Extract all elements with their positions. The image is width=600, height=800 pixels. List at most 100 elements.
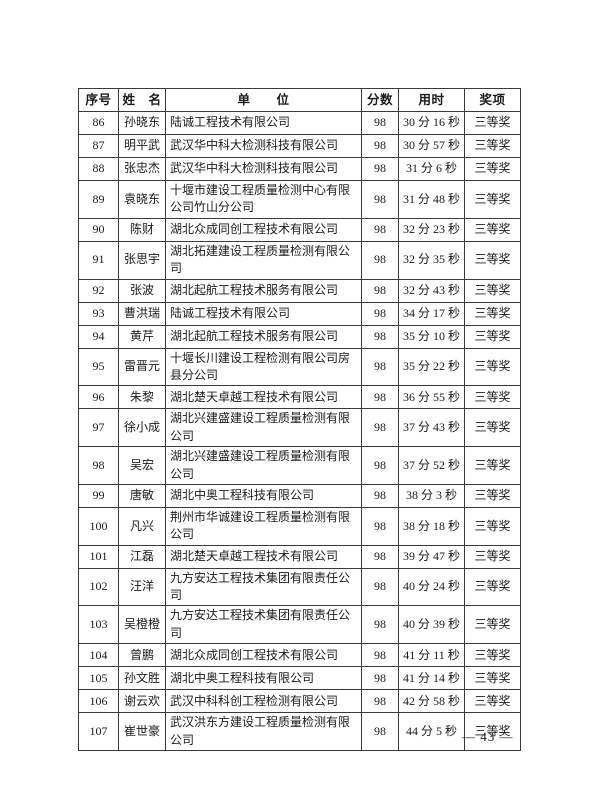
cell-score: 98 bbox=[361, 666, 399, 691]
cell-name: 黄芹 bbox=[118, 324, 166, 349]
cell-sequence-number: 106 bbox=[78, 689, 119, 714]
cell-sequence-number: 98 bbox=[78, 446, 119, 485]
cell-sequence-number: 92 bbox=[78, 278, 119, 303]
cell-name: 明平武 bbox=[118, 134, 166, 158]
cell-score: 98 bbox=[361, 643, 399, 668]
cell-organization: 湖北中奥工程科技有限公司 bbox=[165, 666, 362, 691]
cell-organization: 九方安达工程技术集团有限责任公司 bbox=[165, 605, 362, 645]
cell-sequence-number: 107 bbox=[78, 712, 119, 752]
cell-award: 三等奖 bbox=[464, 217, 521, 242]
cell-sequence-number: 100 bbox=[78, 506, 119, 546]
cell-organization: 十堰市建设工程质量检测中心有限公司竹山分公司 bbox=[165, 180, 362, 219]
cell-sequence-number: 95 bbox=[78, 347, 119, 387]
table-row: 97 徐小成 湖北兴建盛建设工程质量检测有限公司 98 37 分 43 秒 三等… bbox=[78, 408, 521, 448]
table-row: 94 黄芹 湖北起航工程技术服务有限公司 98 35 分 10 秒 三等奖 bbox=[78, 324, 521, 349]
cell-organization: 湖北起航工程技术服务有限公司 bbox=[165, 278, 362, 303]
cell-score: 98 bbox=[361, 301, 399, 326]
cell-time-used: 32 分 35 秒 bbox=[398, 240, 465, 280]
cell-name: 朱黎 bbox=[118, 385, 166, 410]
table-row: 99 唐敏 湖北中奥工程科技有限公司 98 38 分 3 秒 三等奖 bbox=[78, 483, 521, 508]
cell-score: 98 bbox=[361, 605, 399, 645]
cell-award: 三等奖 bbox=[464, 240, 521, 280]
cell-time-used: 34 分 17 秒 bbox=[398, 301, 465, 326]
header-no: 序号 bbox=[78, 88, 119, 112]
cell-score: 98 bbox=[361, 385, 399, 410]
cell-time-used: 31 分 48 秒 bbox=[398, 180, 465, 219]
cell-name: 崔世豪 bbox=[118, 712, 166, 752]
cell-time-used: 37 分 52 秒 bbox=[398, 446, 465, 485]
header-name: 姓 名 bbox=[118, 88, 166, 112]
cell-sequence-number: 86 bbox=[78, 111, 119, 135]
cell-sequence-number: 96 bbox=[78, 385, 119, 410]
table-row: 92 张波 湖北起航工程技术服务有限公司 98 32 分 43 秒 三等奖 bbox=[78, 278, 521, 303]
cell-organization: 湖北中奥工程科技有限公司 bbox=[165, 483, 362, 508]
cell-score: 98 bbox=[361, 567, 399, 607]
cell-score: 98 bbox=[361, 689, 399, 714]
cell-name: 江磊 bbox=[118, 544, 166, 569]
cell-organization: 武汉华中科大检测科技有限公司 bbox=[165, 134, 362, 158]
cell-name: 袁晓东 bbox=[118, 180, 166, 219]
cell-sequence-number: 88 bbox=[78, 157, 119, 181]
cell-name: 徐小成 bbox=[118, 408, 166, 448]
cell-award: 三等奖 bbox=[464, 483, 521, 508]
cell-name: 谢云欢 bbox=[118, 689, 166, 714]
cell-award: 三等奖 bbox=[464, 408, 521, 448]
cell-time-used: 30 分 16 秒 bbox=[398, 111, 465, 135]
cell-award: 三等奖 bbox=[464, 643, 521, 668]
cell-organization: 湖北众成同创工程技术有限公司 bbox=[165, 643, 362, 668]
table-row: 105 孙文胜 湖北中奥工程科技有限公司 98 41 分 14 秒 三等奖 bbox=[78, 666, 521, 691]
results-table: 序号 姓 名 单 位 分数 用时 奖项 86 孙晓东 陆诚工程技术有限公司 98… bbox=[78, 88, 521, 752]
cell-score: 98 bbox=[361, 408, 399, 448]
cell-name: 凡兴 bbox=[118, 506, 166, 546]
cell-award: 三等奖 bbox=[464, 567, 521, 607]
table-row: 100 凡兴 荆州市华诚建设工程质量检测有限公司 98 38 分 18 秒 三等… bbox=[78, 506, 521, 546]
cell-organization: 九方安达工程技术集团有限责任公司 bbox=[165, 567, 362, 607]
cell-sequence-number: 94 bbox=[78, 324, 119, 349]
cell-award: 三等奖 bbox=[464, 157, 521, 181]
cell-time-used: 36 分 55 秒 bbox=[398, 385, 465, 410]
cell-name: 吴宏 bbox=[118, 446, 166, 485]
cell-name: 雷晋元 bbox=[118, 347, 166, 387]
cell-sequence-number: 102 bbox=[78, 567, 119, 607]
cell-sequence-number: 87 bbox=[78, 134, 119, 158]
cell-score: 98 bbox=[361, 506, 399, 546]
cell-name: 曹洪瑞 bbox=[118, 301, 166, 326]
cell-time-used: 38 分 18 秒 bbox=[398, 506, 465, 546]
header-org: 单 位 bbox=[165, 88, 362, 112]
cell-name: 张思宇 bbox=[118, 240, 166, 280]
table-row: 89 袁晓东 十堰市建设工程质量检测中心有限公司竹山分公司 98 31 分 48… bbox=[78, 180, 521, 219]
cell-award: 三等奖 bbox=[464, 506, 521, 546]
cell-award: 三等奖 bbox=[464, 385, 521, 410]
cell-score: 98 bbox=[361, 712, 399, 752]
cell-name: 曾鹏 bbox=[118, 643, 166, 668]
table-row: 96 朱黎 湖北楚天卓越工程技术有限公司 98 36 分 55 秒 三等奖 bbox=[78, 385, 521, 410]
cell-award: 三等奖 bbox=[464, 347, 521, 387]
cell-organization: 武汉洪东方建设工程质量检测有限公司 bbox=[165, 712, 362, 752]
table-row: 103 吴橙橙 九方安达工程技术集团有限责任公司 98 40 分 39 秒 三等… bbox=[78, 605, 521, 645]
cell-time-used: 41 分 14 秒 bbox=[398, 666, 465, 691]
cell-sequence-number: 99 bbox=[78, 483, 119, 508]
cell-name: 孙晓东 bbox=[118, 111, 166, 135]
cell-score: 98 bbox=[361, 446, 399, 485]
cell-organization: 武汉中科科创工程检测有限公司 bbox=[165, 689, 362, 714]
cell-award: 三等奖 bbox=[464, 111, 521, 135]
cell-score: 98 bbox=[361, 347, 399, 387]
cell-time-used: 32 分 43 秒 bbox=[398, 278, 465, 303]
cell-score: 98 bbox=[361, 483, 399, 508]
cell-award: 三等奖 bbox=[464, 278, 521, 303]
cell-organization: 湖北兴建盛建设工程质量检测有限公司 bbox=[165, 408, 362, 448]
cell-score: 98 bbox=[361, 544, 399, 569]
cell-organization: 湖北楚天卓越工程技术有限公司 bbox=[165, 385, 362, 410]
cell-time-used: 41 分 11 秒 bbox=[398, 643, 465, 668]
cell-score: 98 bbox=[361, 240, 399, 280]
cell-sequence-number: 104 bbox=[78, 643, 119, 668]
cell-name: 孙文胜 bbox=[118, 666, 166, 691]
table-row: 101 江磊 湖北楚天卓越工程技术有限公司 98 39 分 47 秒 三等奖 bbox=[78, 544, 521, 569]
cell-time-used: 35 分 22 秒 bbox=[398, 347, 465, 387]
cell-organization: 陆诚工程技术有限公司 bbox=[165, 301, 362, 326]
cell-award: 三等奖 bbox=[464, 134, 521, 158]
table-row: 86 孙晓东 陆诚工程技术有限公司 98 30 分 16 秒 三等奖 bbox=[78, 111, 521, 135]
cell-award: 三等奖 bbox=[464, 689, 521, 714]
cell-score: 98 bbox=[361, 134, 399, 158]
cell-award: 三等奖 bbox=[464, 605, 521, 645]
